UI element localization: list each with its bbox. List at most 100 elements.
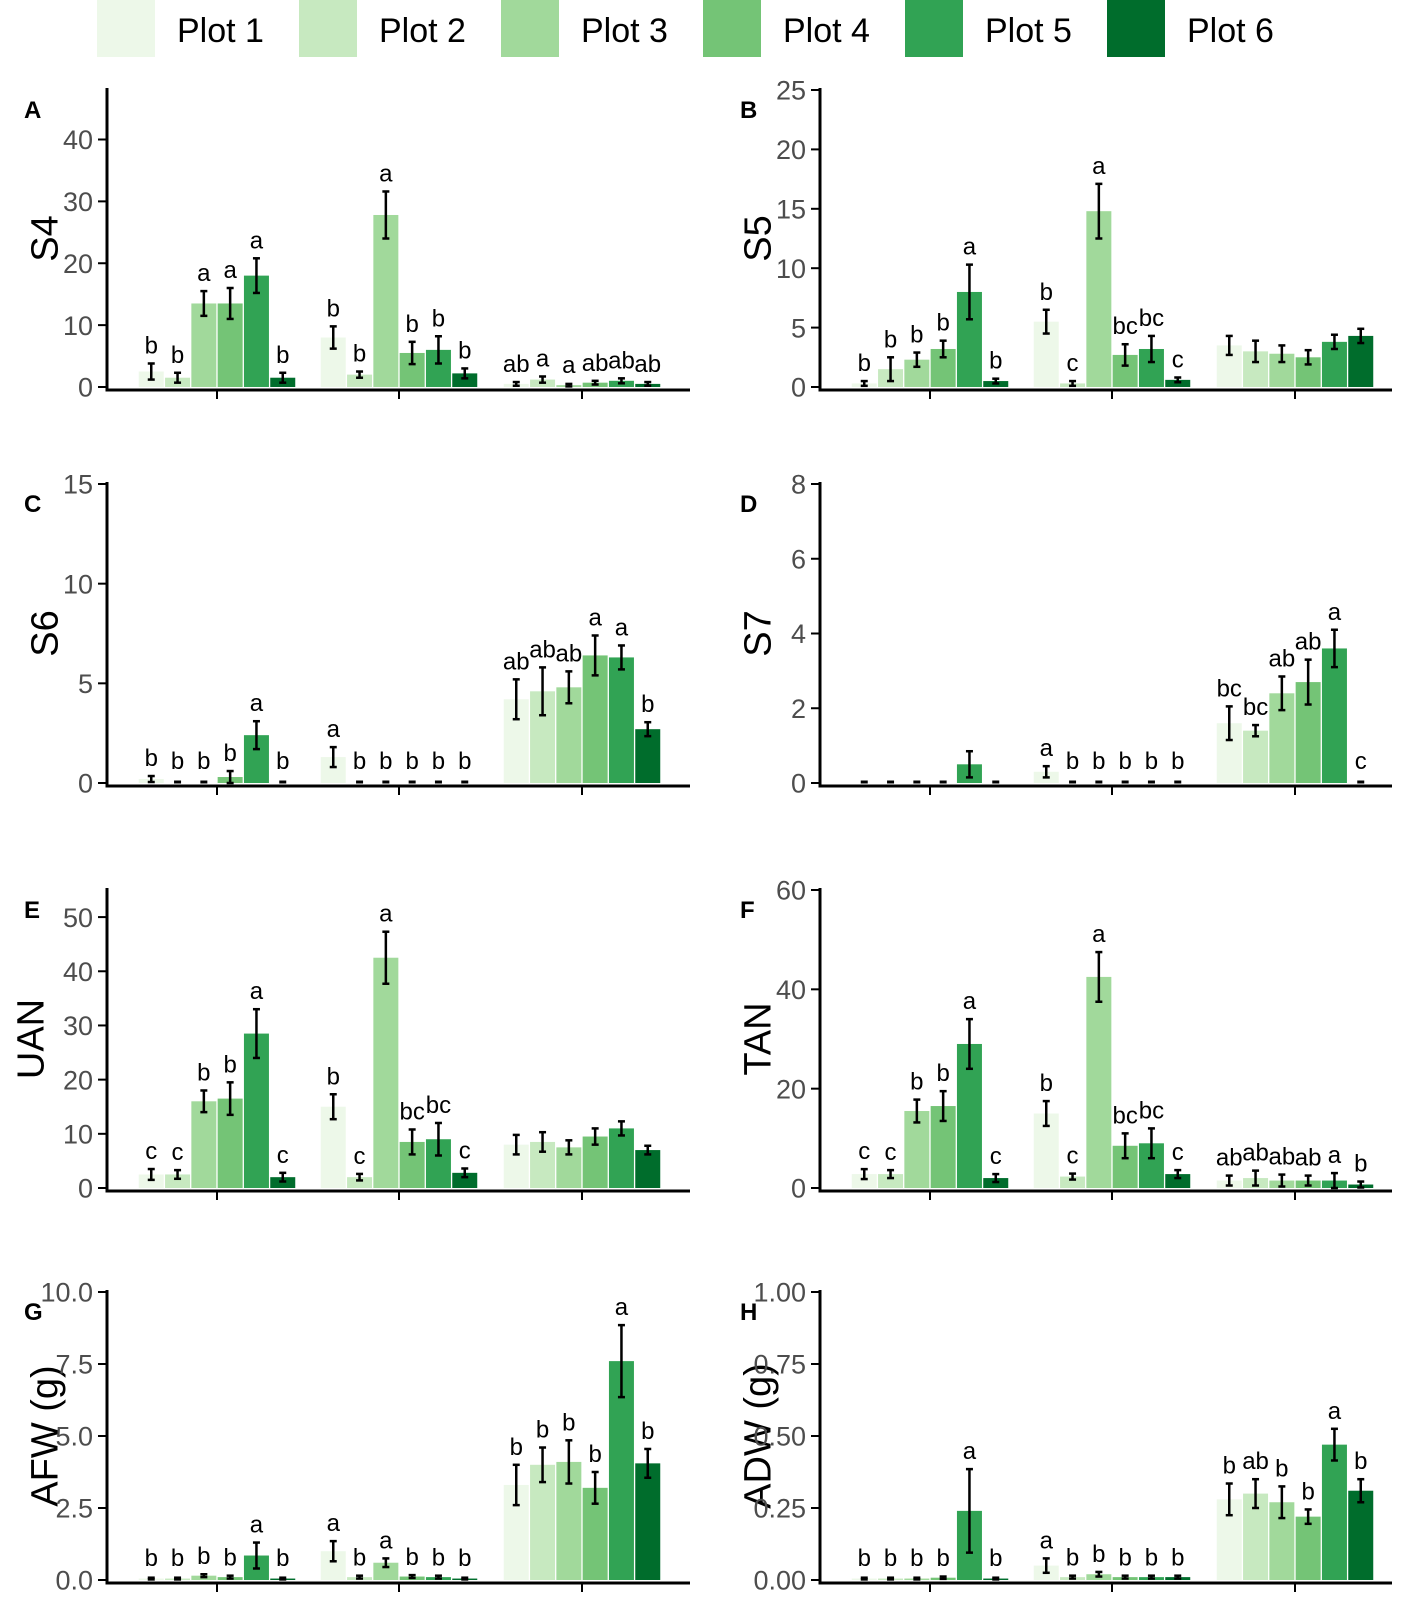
bar bbox=[452, 1172, 478, 1188]
significance-letter: b bbox=[353, 1545, 366, 1572]
significance-letter: b bbox=[910, 1545, 923, 1572]
significance-letter: b bbox=[1275, 1455, 1288, 1482]
bar bbox=[635, 1463, 661, 1580]
bar bbox=[635, 729, 661, 783]
bar bbox=[1348, 1490, 1374, 1580]
significance-letter: c bbox=[885, 1139, 897, 1166]
y-tick-label: 10 bbox=[776, 254, 806, 284]
y-tick-label: 40 bbox=[63, 957, 93, 987]
y-axis-title: S7 bbox=[737, 610, 779, 656]
y-tick-label: 20 bbox=[776, 135, 806, 165]
y-axis-title: UAN bbox=[10, 999, 52, 1079]
significance-letter: a bbox=[379, 1527, 393, 1554]
significance-letter: b bbox=[989, 348, 1002, 375]
significance-letter: b bbox=[432, 305, 445, 332]
significance-letter: b bbox=[145, 745, 158, 772]
bar bbox=[138, 1174, 164, 1188]
significance-letter: b bbox=[405, 1544, 418, 1571]
significance-letter: b bbox=[858, 350, 871, 377]
y-axis-title: AFW (g) bbox=[24, 1365, 66, 1506]
y-tick-label: 0 bbox=[791, 769, 806, 799]
significance-letter: b bbox=[1066, 748, 1079, 775]
legend-label: Plot 4 bbox=[783, 12, 870, 50]
legend-swatch bbox=[703, 0, 761, 57]
legend-swatch bbox=[501, 0, 559, 57]
significance-letter: b bbox=[276, 748, 289, 775]
significance-letter: bc bbox=[399, 1098, 424, 1125]
bar bbox=[851, 1174, 877, 1188]
significance-letter: a bbox=[562, 352, 576, 379]
significance-letter: b bbox=[910, 1069, 923, 1096]
significance-letter: ab bbox=[503, 648, 530, 675]
y-tick-label: 8 bbox=[791, 470, 806, 500]
y-tick-label: 40 bbox=[63, 125, 93, 155]
significance-letter: b bbox=[1354, 1151, 1367, 1178]
significance-letter: c bbox=[990, 1143, 1002, 1170]
significance-letter: a bbox=[1328, 599, 1342, 626]
significance-letter: a bbox=[1040, 735, 1054, 762]
bar bbox=[1060, 1176, 1086, 1188]
y-tick-label: 50 bbox=[63, 903, 93, 933]
significance-letter: ab bbox=[503, 351, 530, 378]
y-tick-label: 0.75 bbox=[753, 1350, 806, 1380]
significance-letter: b bbox=[458, 337, 471, 364]
legend-label: Plot 2 bbox=[379, 12, 466, 50]
significance-letter: b bbox=[641, 691, 654, 718]
significance-letter: b bbox=[1040, 1070, 1053, 1097]
significance-letter: b bbox=[276, 342, 289, 369]
significance-letter: a bbox=[1328, 1142, 1342, 1169]
y-tick-label: 0 bbox=[78, 1174, 93, 1204]
panel-letter: D bbox=[740, 491, 757, 518]
significance-letter: ab bbox=[1216, 1145, 1243, 1172]
bar bbox=[165, 1174, 191, 1188]
legend-swatch bbox=[97, 0, 155, 57]
significance-letter: b bbox=[1092, 1541, 1105, 1568]
legend-entry: Plot 6 bbox=[1107, 0, 1274, 57]
significance-letter: ab bbox=[529, 636, 556, 663]
significance-letter: ab bbox=[634, 351, 661, 378]
significance-letter: a bbox=[327, 1510, 341, 1537]
legend-swatch bbox=[905, 0, 963, 57]
y-tick-label: 60 bbox=[776, 876, 806, 906]
y-tick-label: 2.5 bbox=[55, 1494, 93, 1524]
significance-letter: c bbox=[354, 1143, 366, 1170]
significance-letter: ab bbox=[1242, 1448, 1269, 1475]
y-tick-label: 0.25 bbox=[753, 1494, 806, 1524]
significance-letter: b bbox=[432, 748, 445, 775]
significance-letter: b bbox=[1171, 1545, 1184, 1572]
y-tick-label: 0 bbox=[791, 1174, 806, 1204]
significance-letter: c bbox=[1355, 748, 1367, 775]
y-tick-label: 6 bbox=[791, 544, 806, 574]
significance-letter: ab bbox=[1268, 645, 1295, 672]
y-tick-label: 15 bbox=[776, 195, 806, 225]
y-tick-label: 1.00 bbox=[753, 1278, 806, 1308]
significance-letter: b bbox=[562, 1409, 575, 1436]
significance-letter: bc bbox=[1112, 1102, 1137, 1129]
bar bbox=[191, 1101, 217, 1188]
significance-letter: b bbox=[536, 1417, 549, 1444]
significance-letter: bc bbox=[426, 1092, 451, 1119]
y-tick-label: 40 bbox=[776, 975, 806, 1005]
significance-letter: b bbox=[1145, 1545, 1158, 1572]
significance-letter: b bbox=[1118, 1545, 1131, 1572]
significance-letter: c bbox=[459, 1137, 471, 1164]
legend-label: Plot 1 bbox=[177, 12, 264, 50]
legend-entry: Plot 5 bbox=[905, 0, 1072, 57]
significance-letter: a bbox=[536, 345, 550, 372]
y-axis-title: ADW (g) bbox=[737, 1363, 779, 1509]
panel-letter: A bbox=[24, 97, 41, 124]
significance-letter: b bbox=[145, 332, 158, 359]
significance-letter: b bbox=[171, 748, 184, 775]
bar bbox=[347, 374, 373, 387]
significance-letter: b bbox=[1354, 1448, 1367, 1475]
y-tick-label: 25 bbox=[776, 76, 806, 106]
significance-letter: c bbox=[1172, 1139, 1184, 1166]
significance-letter: a bbox=[588, 604, 602, 631]
panel-letter: H bbox=[740, 1299, 757, 1326]
panel-letter: F bbox=[740, 897, 755, 924]
significance-letter: a bbox=[250, 690, 264, 717]
